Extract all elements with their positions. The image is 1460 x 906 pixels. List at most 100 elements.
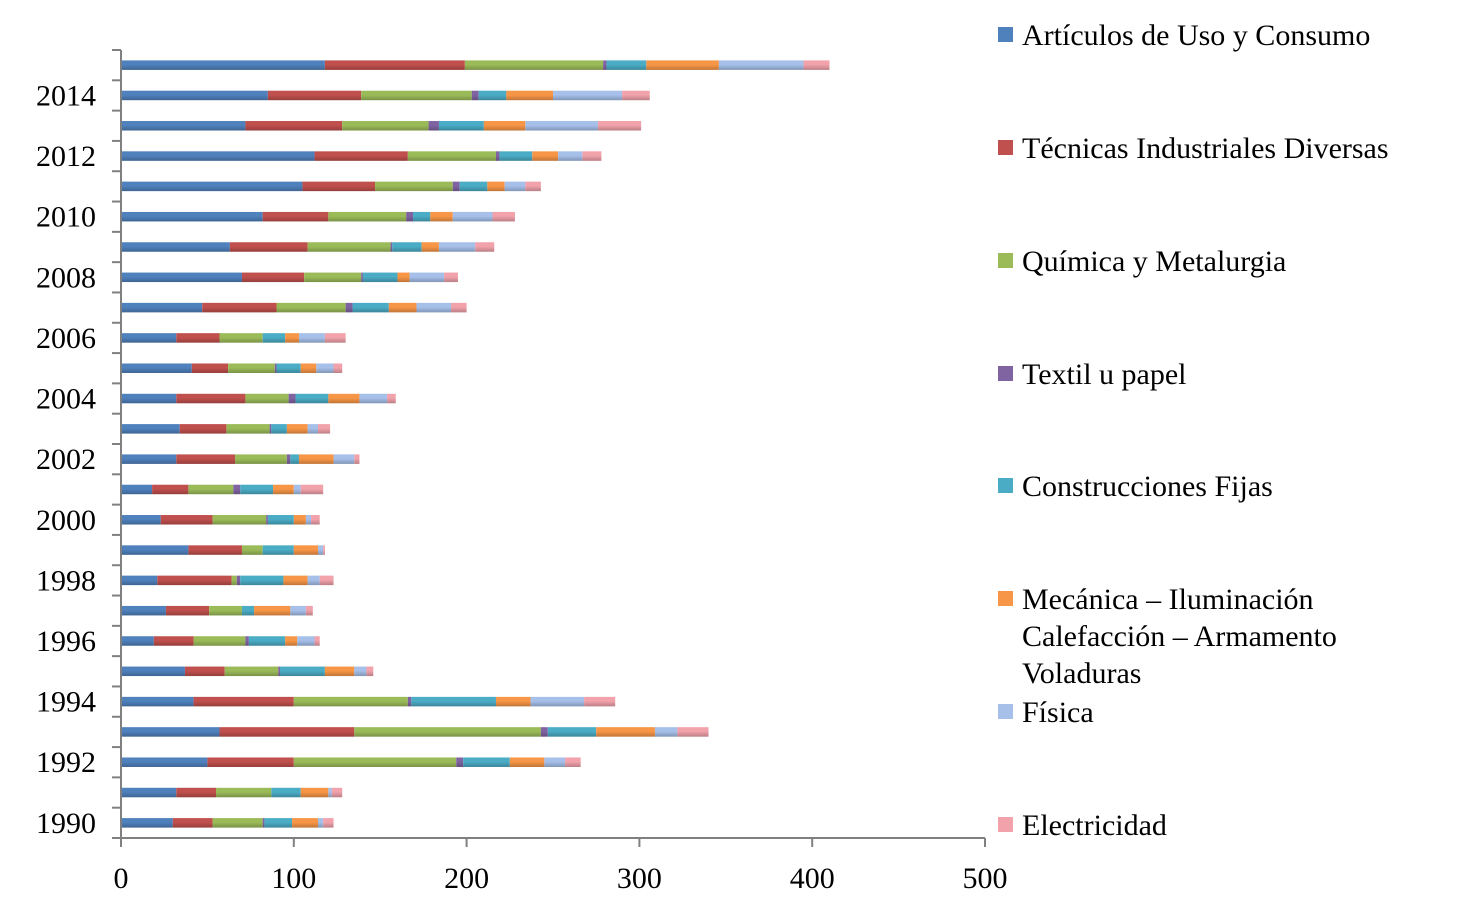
bar-segment-1995-series-8 (366, 666, 374, 677)
x-tick-label: 200 (444, 862, 489, 895)
bar-segment-1999-series-2 (188, 545, 242, 555)
bar-segment-2012-series-3 (407, 151, 496, 161)
bar-segment-2004-series-6 (328, 393, 360, 404)
bar-segment-2014-series-2 (267, 90, 362, 101)
bar-segment-2010-series-6 (430, 211, 453, 222)
bar-segment-1998-series-7 (307, 575, 320, 586)
bar-segment-2004-series-2 (176, 393, 246, 404)
bar-segment-2005-series-6 (300, 363, 317, 373)
bar-segment-2012-series-8 (582, 151, 602, 161)
bar-segment-1994-series-6 (495, 696, 531, 707)
bar-segment-2003-series-1 (121, 424, 180, 434)
legend-swatch (998, 704, 1013, 719)
bar-segment-2008-series-3 (304, 272, 362, 283)
bar-segment-2004-series-8 (387, 393, 396, 404)
bar-segment-1993-series-2 (219, 727, 355, 737)
bar-segment-1999-series-5 (262, 545, 294, 555)
bar-segment-2009-series-7 (438, 242, 476, 252)
bar-segment-2001-series-4 (233, 484, 241, 495)
bar-segment-2003-series-3 (226, 424, 270, 434)
bar-segment-2005-series-2 (191, 363, 229, 373)
y-tick-label: 2008 (36, 261, 96, 294)
bar-segment-2012-series-6 (532, 151, 559, 161)
bar-segment-2007-series-3 (276, 302, 346, 313)
bar-segment-2011-series-8 (525, 181, 541, 192)
y-tick-label: 2010 (36, 201, 96, 234)
bar-segment-2011-series-5 (459, 181, 488, 192)
bar-segment-1998-series-2 (157, 575, 232, 586)
bar-segment-1990-series-2 (172, 818, 213, 828)
bar-segment-2002-series-4 (286, 454, 291, 464)
bar-segment-1994-series-3 (293, 696, 408, 707)
bar-segment-1997-series-1 (121, 605, 166, 616)
bar-segment-2011-series-1 (121, 181, 303, 192)
x-axis: 0 100 200 300 400 500 (114, 837, 1008, 895)
bar-segment-2008-series-7 (409, 272, 445, 283)
bar-segment-1990-series-6 (292, 818, 318, 828)
bar-segment-2000-series-1 (121, 515, 161, 525)
bar-segment-1995-series-4 (278, 666, 280, 677)
bar-segment-2000-series-2 (160, 515, 213, 525)
bar-segment-1993-series-3 (354, 727, 541, 737)
bar-segment-1995-series-2 (184, 666, 225, 677)
bar-segment-1995-series-7 (354, 666, 367, 677)
bar-segment-2001-series-6 (273, 484, 294, 495)
bar-segment-2000-series-5 (267, 515, 294, 525)
bar-segment-2007-series-2 (202, 302, 277, 313)
bar-segment-1992-series-2 (207, 757, 294, 767)
bar-segment-2015-series-5 (606, 60, 647, 70)
bar-segment-2006-series-1 (121, 333, 177, 343)
bar-segment-2001-series-7 (293, 484, 301, 495)
bar-segment-1995-series-3 (224, 666, 279, 677)
bar-segment-2012-series-2 (314, 151, 408, 161)
bar-segment-2010-series-3 (328, 211, 407, 222)
x-tick-label: 0 (114, 862, 129, 895)
bar-segment-2011-series-4 (452, 181, 460, 192)
bar-segment-1998-series-3 (231, 575, 237, 586)
x-tick-label: 100 (271, 862, 316, 895)
bar-segment-2006-series-5 (262, 333, 286, 343)
bar-segment-2003-series-6 (286, 424, 308, 434)
bar-segment-1999-series-6 (293, 545, 318, 555)
bar-segment-2013-series-7 (525, 121, 598, 131)
bar-segment-2005-series-7 (316, 363, 334, 373)
legend-label: Química y Metalurgia (1022, 245, 1286, 278)
bar-segment-2000-series-6 (293, 515, 306, 525)
bar-segment-2007-series-6 (388, 302, 417, 313)
bar-segment-1991-series-1 (121, 787, 177, 798)
bar-segment-1997-series-3 (209, 605, 242, 616)
bar-segment-1996-series-8 (314, 636, 320, 646)
bar-segment-1993-series-6 (596, 727, 655, 737)
bar-segment-1994-series-8 (584, 696, 616, 707)
bar-segment-1991-series-7 (328, 787, 332, 798)
bar-segment-2014-series-1 (121, 90, 268, 101)
legend-swatch (998, 591, 1013, 606)
bar-segment-2014-series-3 (361, 90, 472, 101)
y-tick-label: 1994 (36, 686, 96, 719)
bar-segment-2011-series-2 (302, 181, 376, 192)
bar-segment-2000-series-8 (311, 515, 320, 525)
y-tick-label: 1998 (36, 564, 96, 597)
bar-segment-1994-series-1 (121, 696, 194, 707)
legend-label: Técnicas Industriales Diversas (1022, 132, 1389, 165)
bar-segment-1995-series-1 (121, 666, 185, 677)
bar-segment-2006-series-8 (324, 333, 346, 343)
bar-segment-1994-series-2 (193, 696, 294, 707)
bar-segment-1996-series-6 (285, 636, 298, 646)
bar-segment-2001-series-5 (240, 484, 274, 495)
bar-segment-2007-series-8 (451, 302, 467, 313)
bar-segment-2002-series-6 (298, 454, 334, 464)
y-tick-label: 2002 (36, 443, 96, 476)
legend-swatch (998, 140, 1013, 155)
bar-segment-1997-series-6 (254, 605, 291, 616)
bar-segment-2003-series-2 (179, 424, 227, 434)
bar-segment-2003-series-4 (269, 424, 272, 434)
bar-segment-1993-series-8 (677, 727, 709, 737)
bar-segment-2005-series-5 (276, 363, 301, 373)
bar-segment-2009-series-2 (229, 242, 308, 252)
bar-segment-1992-series-5 (463, 757, 510, 767)
legend-label: Física (1022, 696, 1094, 729)
bar-segment-2015-series-2 (324, 60, 465, 70)
y-tick-label: 2000 (36, 504, 96, 537)
bar-segment-2002-series-8 (354, 454, 360, 464)
